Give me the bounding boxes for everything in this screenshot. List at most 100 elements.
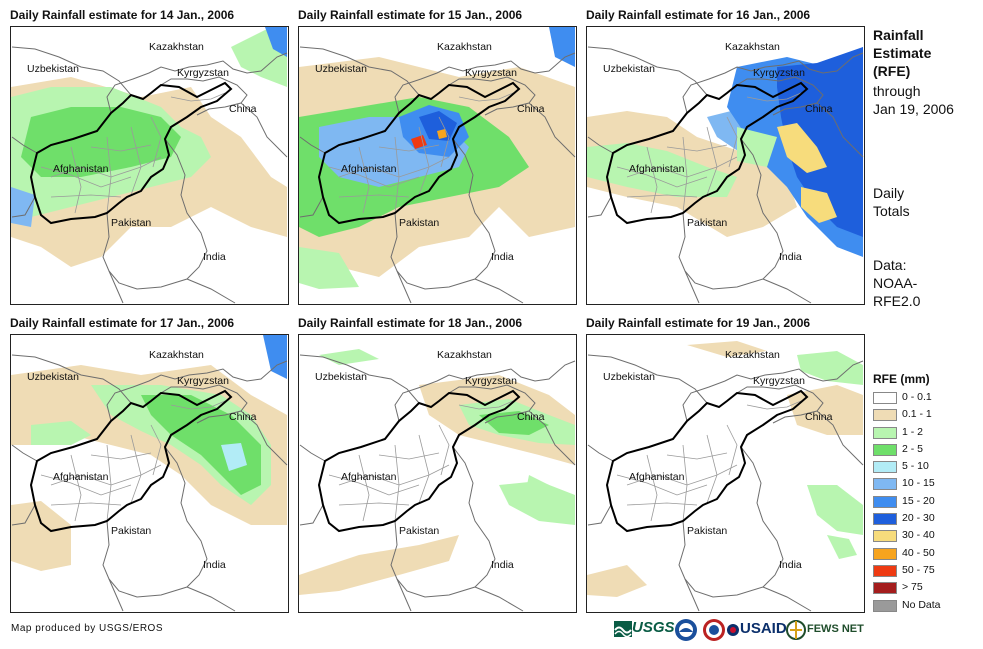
legend-label: 0 - 0.1 bbox=[902, 391, 932, 403]
country-border bbox=[11, 504, 36, 526]
country-border bbox=[762, 278, 812, 304]
country-border bbox=[528, 410, 576, 466]
province-boundary bbox=[682, 444, 688, 522]
country-border bbox=[394, 52, 576, 114]
legend-swatch bbox=[873, 599, 897, 612]
afghanistan-border bbox=[317, 81, 521, 225]
rainfall-field bbox=[525, 475, 549, 505]
country-border bbox=[108, 446, 208, 598]
country-label-afghanistan: Afghanistan bbox=[341, 471, 397, 483]
country-border bbox=[587, 504, 612, 526]
country-label-afghanistan: Afghanistan bbox=[629, 163, 685, 175]
usaid-seal-icon bbox=[727, 624, 739, 636]
rainfall-map: Kazakhstan Kyrgyzstan Uzbekistan China Afgha… bbox=[298, 334, 577, 613]
country-label-kazakhstan: Kazakhstan bbox=[149, 349, 204, 361]
province-boundary bbox=[746, 400, 802, 410]
province-boundary bbox=[666, 452, 728, 460]
province-boundary bbox=[130, 434, 142, 504]
fewsnet-logo-text: FEWS NET bbox=[807, 623, 864, 635]
rainfall-field bbox=[11, 187, 35, 227]
country-label-china: China bbox=[229, 103, 257, 115]
sidebar-data-line1: Data: bbox=[873, 257, 907, 273]
noaa-logo-icon bbox=[675, 619, 697, 641]
country-border bbox=[299, 354, 420, 404]
legend-label: 15 - 20 bbox=[902, 494, 935, 507]
province-boundary bbox=[170, 400, 226, 410]
country-border bbox=[474, 586, 524, 612]
country-border bbox=[102, 212, 124, 304]
country-border bbox=[816, 410, 864, 466]
panel-title: Daily Rainfall estimate for 16 Jan., 200… bbox=[586, 8, 811, 22]
country-border bbox=[102, 520, 124, 612]
sidebar-title: Rainfall Estimate (RFE) bbox=[873, 26, 973, 80]
country-border bbox=[816, 102, 864, 158]
country-border bbox=[106, 52, 288, 114]
panel-title: Daily Rainfall estimate for 19 Jan., 200… bbox=[586, 316, 811, 330]
legend-swatch bbox=[873, 547, 897, 560]
province-boundary bbox=[328, 474, 420, 496]
nws-logo-icon bbox=[703, 619, 725, 641]
province-boundary bbox=[70, 146, 82, 214]
province-boundary bbox=[150, 424, 162, 476]
country-border bbox=[160, 76, 248, 116]
rainfall-map-panel: Daily Rainfall estimate for 17 Jan., 200… bbox=[10, 316, 289, 616]
legend-item: > 75 bbox=[873, 580, 978, 597]
panel-title: Daily Rainfall estimate for 18 Jan., 200… bbox=[298, 316, 523, 330]
usgs-logo-text: USGS bbox=[632, 619, 675, 636]
country-label-india: India bbox=[491, 251, 514, 263]
country-label-kazakhstan: Kazakhstan bbox=[437, 41, 492, 53]
country-border bbox=[240, 102, 288, 158]
legend: 0 - 0.1 0.1 - 1 1 - 2 2 - 5 5 - 10 10 - 15 15 … bbox=[873, 390, 978, 615]
country-border bbox=[11, 196, 36, 218]
rainfall-map-canvas bbox=[299, 27, 576, 304]
country-label-uzbekistan: Uzbekistan bbox=[315, 371, 367, 383]
rainfall-map-panel: Daily Rainfall estimate for 19 Jan., 200… bbox=[586, 316, 865, 616]
afghanistan-border bbox=[29, 81, 233, 225]
province-boundary bbox=[626, 502, 698, 506]
country-border bbox=[11, 46, 132, 96]
country-label-china: China bbox=[805, 103, 833, 115]
country-border bbox=[736, 384, 824, 424]
country-border bbox=[299, 136, 326, 154]
rainfall-field bbox=[587, 143, 737, 197]
province-boundary bbox=[378, 144, 440, 152]
country-border bbox=[186, 586, 236, 612]
country-label-china: China bbox=[517, 411, 545, 423]
legend-label: No Data bbox=[902, 598, 941, 611]
country-border bbox=[299, 504, 324, 526]
country-label-india: India bbox=[203, 251, 226, 263]
rainfall-field bbox=[11, 501, 71, 571]
country-label-kyrgyzstan: Kyrgyzstan bbox=[177, 67, 229, 79]
legend-swatch bbox=[873, 426, 897, 439]
legend-item: 0 - 0.1 bbox=[873, 390, 978, 407]
rainfall-map-canvas bbox=[11, 335, 288, 612]
rainfall-field bbox=[221, 443, 247, 471]
rainfall-field bbox=[437, 129, 447, 139]
legend-label: 0.1 - 1 bbox=[902, 408, 932, 421]
country-border bbox=[736, 76, 824, 116]
sidebar-data-line3: RFE2.0 bbox=[873, 293, 921, 309]
legend-swatch bbox=[873, 513, 897, 526]
country-label-kyrgyzstan: Kyrgyzstan bbox=[753, 375, 805, 387]
agency-logos: USGS USAID FEWS NET bbox=[614, 618, 864, 642]
rainfall-map: Kazakhstan Kyrgyzstan Uzbekistan China Afgha… bbox=[586, 26, 865, 305]
country-border bbox=[474, 278, 524, 304]
rainfall-map-panel: Daily Rainfall estimate for 18 Jan., 200… bbox=[298, 316, 577, 616]
country-border bbox=[299, 196, 324, 218]
legend-label: > 75 bbox=[902, 581, 923, 594]
rainfall-field bbox=[801, 187, 837, 223]
country-label-kazakhstan: Kazakhstan bbox=[725, 349, 780, 361]
legend-title: RFE (mm) bbox=[873, 372, 930, 386]
map-credit: Map produced by USGS/EROS bbox=[11, 623, 164, 634]
country-border bbox=[684, 446, 784, 598]
province-boundary bbox=[378, 452, 440, 460]
rainfall-map-canvas bbox=[11, 27, 288, 304]
rainfall-field bbox=[549, 27, 575, 67]
country-border bbox=[186, 278, 236, 304]
country-border bbox=[678, 212, 700, 304]
panel-title: Daily Rainfall estimate for 17 Jan., 200… bbox=[10, 316, 235, 330]
province-boundary bbox=[106, 136, 112, 214]
legend-item: 30 - 40 bbox=[873, 528, 978, 545]
country-border bbox=[684, 138, 784, 290]
sidebar-daily-totals: Daily Totals bbox=[873, 184, 978, 220]
